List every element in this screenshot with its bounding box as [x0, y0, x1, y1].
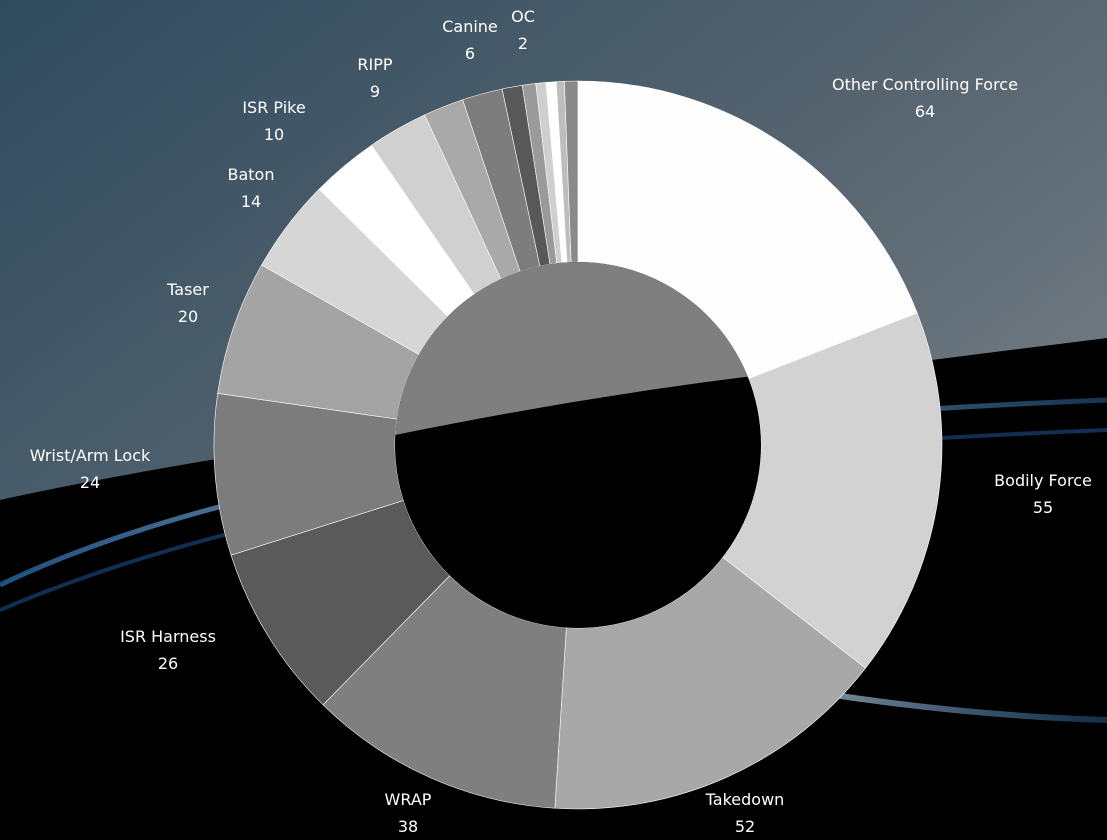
slice-label-baton: Baton 14	[228, 165, 275, 211]
slice-label-wrist-arm-lock: Wrist/Arm Lock 24	[30, 446, 151, 492]
slice-label-canine: Canine 6	[442, 17, 498, 63]
slice-label-wrap: WRAP 38	[385, 790, 432, 836]
slice-value: 9	[370, 82, 380, 101]
slice-value: 64	[915, 102, 935, 121]
slice-label-oc: OC 2	[511, 7, 535, 53]
donut-center-highlight	[395, 262, 761, 435]
slice-label-taser: Taser 20	[166, 280, 209, 326]
slice-value: 14	[241, 192, 261, 211]
slice-label-isr-harness: ISR Harness 26	[120, 627, 216, 673]
slice-label-isr-pike: ISR Pike 10	[242, 98, 305, 144]
slice-label-other-controlling-force: Other Controlling Force 64	[832, 75, 1018, 121]
slice-label-bodily-force: Bodily Force 55	[994, 471, 1092, 517]
slice-value: 10	[264, 125, 284, 144]
slice-value: 20	[178, 307, 198, 326]
slice-value: 52	[735, 817, 755, 836]
slice-value: 2	[518, 34, 528, 53]
slice-label-ripp: RIPP 9	[357, 55, 392, 101]
slice-value: 6	[465, 44, 475, 63]
slice-value: 55	[1033, 498, 1053, 517]
slice-value: 26	[158, 654, 178, 673]
slice-value: 24	[80, 473, 100, 492]
slice-label-takedown: Takedown 52	[705, 790, 785, 836]
slice-value: 38	[398, 817, 418, 836]
